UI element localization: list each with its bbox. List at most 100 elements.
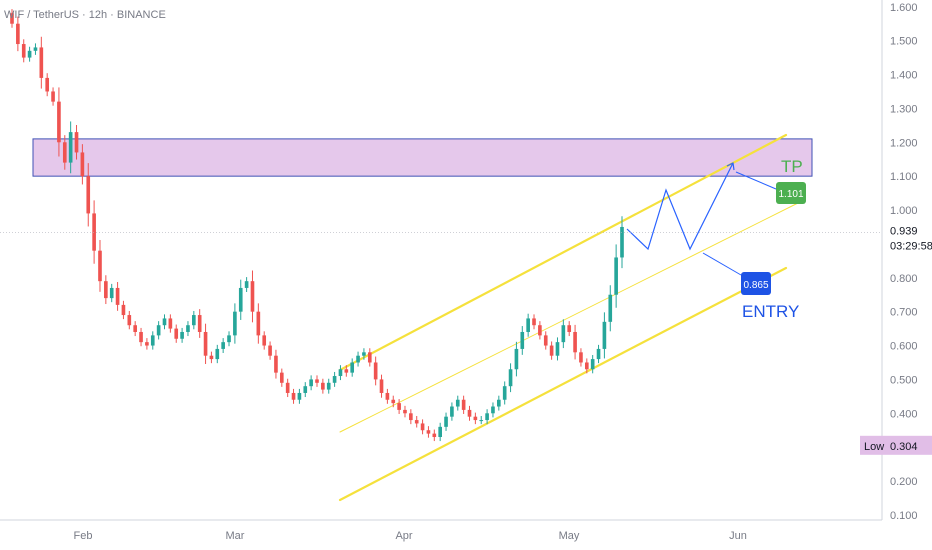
channel-midline[interactable] [339,201,801,433]
price-tick-label: 0.800 [890,273,918,285]
candle-body [356,355,360,363]
price-tick-label: 1.600 [890,2,918,14]
price-tick-label: 1.300 [890,103,918,115]
candle-body [256,311,261,336]
candle-body [121,304,126,316]
candle-body [326,382,331,390]
entry-pointer-line [702,252,742,276]
candle-body [584,362,589,370]
channel-line[interactable] [338,266,788,502]
low-value: 0.304 [890,441,918,453]
candle-body [209,355,214,360]
candle-body [221,342,225,349]
candle-body [414,420,419,424]
candle-body [86,176,91,214]
candle-body [145,342,149,346]
candle-body [297,392,302,400]
candle-body [45,77,50,92]
candle-body [51,91,55,102]
candle-body [109,287,114,299]
candle-body [444,416,448,427]
candle-body [98,250,102,282]
candle-body [567,325,572,332]
price-tick-label: 1.100 [890,171,918,183]
candle-body [555,342,560,356]
candle-body [608,294,613,322]
candle-body [315,379,319,383]
candle-body [156,325,161,336]
candle-body [139,331,143,343]
candle-body [350,362,355,373]
candle-body [62,142,67,163]
candle-body [379,379,384,393]
candle-body [285,382,290,393]
candle-body [321,382,325,390]
candle-body [473,416,478,421]
candle-body [162,318,167,326]
price-tick-label: 0.400 [890,408,918,420]
tp-label: TP [781,157,803,176]
candle-body [508,369,513,387]
candle-body [203,331,208,356]
current-price-tag [883,222,932,257]
candle-body [497,399,501,407]
candle-body [21,44,26,58]
candle-body [391,399,396,404]
resistance-zone[interactable] [32,138,813,177]
candle-body [526,318,530,332]
resistance-zone-box[interactable] [32,138,813,177]
candle-body [344,369,349,373]
candle-body [115,287,120,305]
price-tick-label: 1.400 [890,70,918,82]
candle-body [602,321,607,349]
candle-body [309,379,313,387]
candle-body [467,409,472,417]
candle-body [403,409,407,414]
candle-body [573,331,577,353]
candle-body [274,355,278,373]
price-tick-label: 0.600 [890,341,918,353]
candle-body [543,335,548,346]
arrow-icon [726,162,735,171]
candle-body [57,101,61,143]
price-tick-label: 0.700 [890,307,918,319]
candle-body [39,47,44,78]
countdown-value: 03:29:58 [890,241,932,253]
candle-body [426,430,431,434]
time-tick-label: Jun [729,530,747,542]
entry-value-tag [741,272,771,295]
candle-body [397,403,401,410]
candle-body [420,423,425,431]
candle-body [192,315,196,326]
time-axis[interactable]: Feb Mar Apr May Jun [0,519,882,542]
candle-body [367,352,372,363]
candle-body [385,392,390,400]
candle-body [520,331,525,349]
candle-body [579,352,583,363]
price-channel[interactable] [338,133,801,502]
candle-body [27,50,32,58]
candle-body [133,325,137,332]
candle-body [432,433,437,438]
candle-body [180,331,184,339]
tp-value-tag [776,182,806,204]
projection-path[interactable] [626,162,735,251]
candle-body [33,47,38,51]
time-tick-label: Mar [226,530,245,542]
candle-body [104,281,108,299]
projection-zigzag[interactable] [626,162,734,251]
candle-body [620,226,624,258]
symbol-header[interactable]: WIF / TetherUS · 12h · BINANCE [4,9,166,21]
candle-body [80,152,85,177]
low-tag [860,435,932,455]
candle-body [491,406,495,414]
candle-body [92,213,96,251]
candle-body [233,311,237,336]
candle-body [532,318,536,326]
low-label: Low [864,441,884,453]
channel-line[interactable] [338,133,788,372]
tp-value-text: 1.101 [778,189,803,200]
candle-body [215,348,220,360]
